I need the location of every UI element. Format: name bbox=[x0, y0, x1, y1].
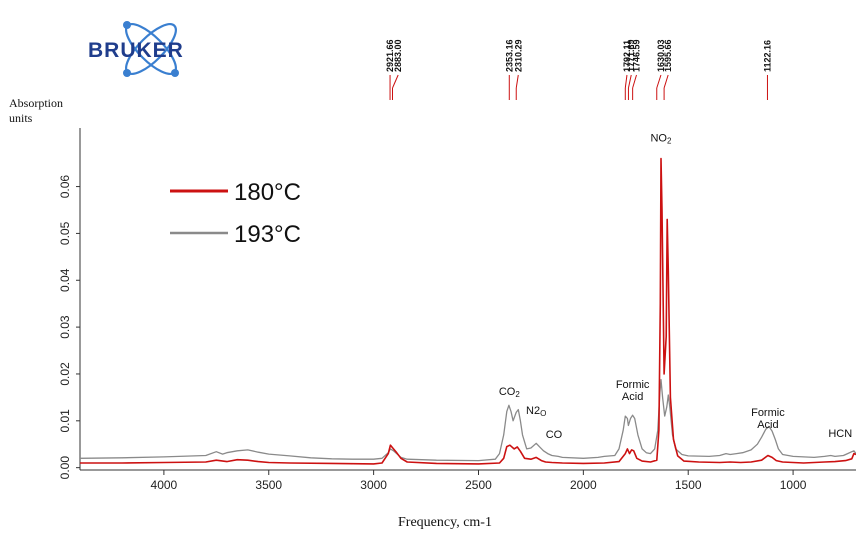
logo-electron-3 bbox=[123, 69, 131, 77]
x-tick-label: 3000 bbox=[360, 478, 387, 492]
peak-marker-leader bbox=[656, 74, 662, 89]
peak-marker-leader bbox=[632, 74, 637, 89]
y-axis-label-line-2: units bbox=[9, 111, 33, 125]
logo-wordmark: BRUKER bbox=[88, 39, 184, 62]
bruker-logo: BRUKER bbox=[88, 21, 184, 77]
peak-marker-label: 1771.69 bbox=[626, 39, 636, 72]
y-axis-label: Absorption units bbox=[9, 96, 63, 125]
peak-marker-leader bbox=[515, 74, 519, 89]
plot-area: 0.00 0.01 0.02 0.03 0.04 0.05 0.06 4000 3500 3000… bbox=[58, 39, 856, 492]
y-tick-label: 0.06 bbox=[58, 175, 72, 199]
x-tick-label: 3500 bbox=[255, 478, 282, 492]
annotation-hcn: HCN bbox=[828, 428, 852, 440]
annotation-formic-acid-1: Acid bbox=[622, 391, 643, 403]
annotation-co: CO bbox=[546, 429, 563, 441]
peak-marker-label: 2883.00 bbox=[393, 39, 403, 72]
x-axis-label: Frequency, cm-1 bbox=[398, 515, 492, 530]
legend-label-180c: 180°C bbox=[234, 179, 301, 206]
series-line-180c bbox=[80, 157, 856, 465]
x-tick-label: 1000 bbox=[780, 478, 807, 492]
annotation-no2: NO2 bbox=[650, 133, 672, 146]
y-tick-label: 0.02 bbox=[58, 362, 72, 386]
logo-electron-2 bbox=[171, 69, 179, 77]
peak-marker-label: 2310.29 bbox=[513, 39, 523, 72]
annotation-co2: CO2 bbox=[499, 386, 521, 399]
peak-marker-label: 1792.11 bbox=[622, 40, 632, 72]
peak-marker-label: 2353.16 bbox=[504, 39, 514, 72]
peak-marker-label: 1630.03 bbox=[656, 39, 666, 72]
annotation-formic-acid-2: Formic bbox=[751, 407, 785, 419]
annotation-n2o: N2O bbox=[526, 405, 546, 418]
peak-marker-label: 1595.66 bbox=[663, 39, 673, 72]
peak-marker-label: 1746.59 bbox=[631, 39, 641, 72]
y-axis-label-line-1: Absorption bbox=[9, 96, 63, 110]
x-tick-label: 2000 bbox=[570, 478, 597, 492]
x-tick-label: 1500 bbox=[675, 478, 702, 492]
y-tick-label: 0.03 bbox=[58, 315, 72, 339]
x-tick-label: 2500 bbox=[465, 478, 492, 492]
peak-marker-leader bbox=[624, 74, 628, 89]
peak-marker-label: 1122.16 bbox=[762, 40, 772, 72]
legend-label-193c: 193°C bbox=[234, 221, 301, 248]
annotation-formic-acid-2: Acid bbox=[757, 419, 778, 431]
y-tick-label: 0.04 bbox=[58, 268, 72, 292]
y-tick-label: 0.00 bbox=[58, 456, 72, 480]
x-tick-label: 4000 bbox=[151, 478, 178, 492]
annotation-formic-acid-1: Formic bbox=[616, 379, 650, 391]
y-tick-label: 0.01 bbox=[58, 409, 72, 433]
peak-marker-leader bbox=[627, 74, 632, 89]
y-tick-label: 0.05 bbox=[58, 221, 72, 245]
peak-marker-leader bbox=[392, 74, 399, 89]
peak-marker-label: 2921.66 bbox=[385, 39, 395, 72]
series-line-193c bbox=[79, 378, 856, 462]
peak-marker-leader bbox=[663, 74, 669, 89]
logo-electron-1 bbox=[123, 21, 131, 29]
